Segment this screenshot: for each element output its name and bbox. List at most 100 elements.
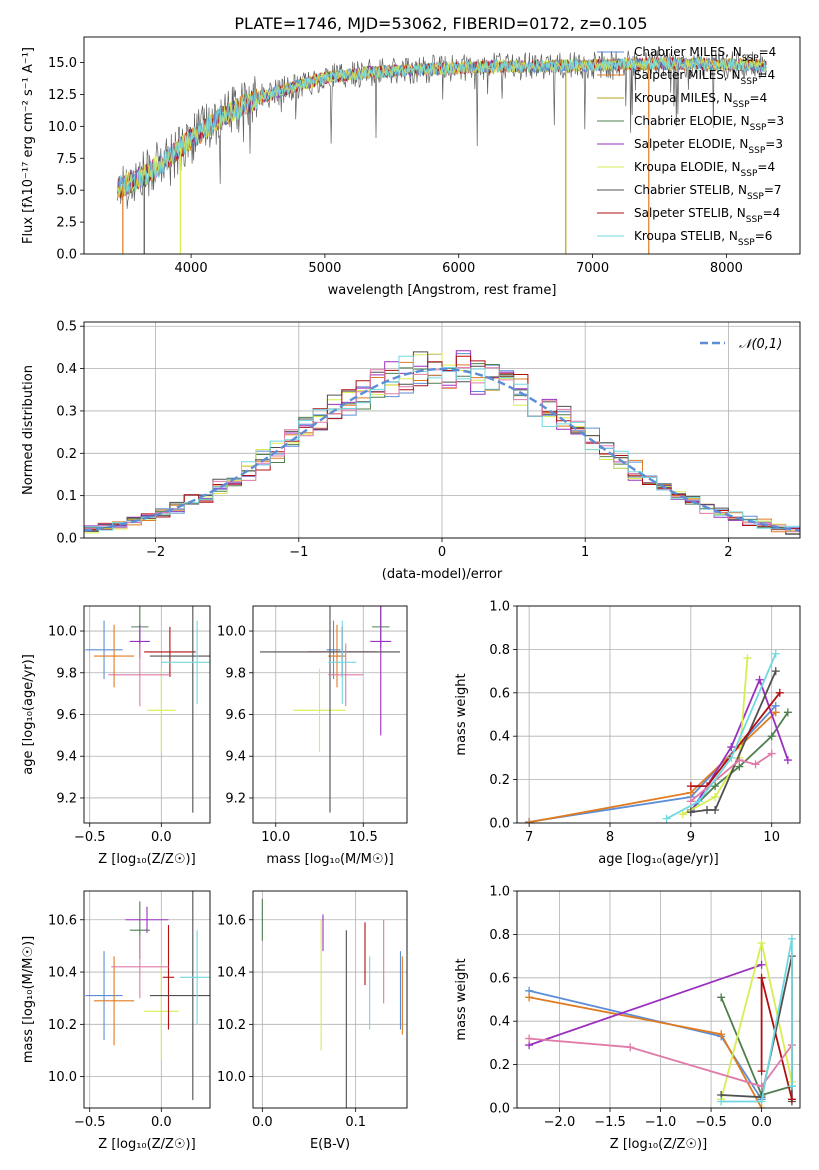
plus-marker [775, 688, 784, 697]
y-tick-label: 15.0 [48, 56, 77, 71]
legend-count: =6 [755, 229, 773, 243]
legend-subscript: SSP [741, 77, 758, 87]
y-axis-label: age [log₁₀(age/yr)] [21, 654, 36, 775]
y-tick-label: 10.2 [48, 1018, 77, 1033]
plot-frame [83, 890, 211, 1109]
y-tick-label: 9.6 [225, 708, 246, 723]
x-tick-label: 10.5 [349, 830, 378, 845]
plus-marker [711, 805, 720, 814]
x-axis-label: mass [log₁₀(M/M☉)] [266, 852, 393, 867]
mass-weight-line [528, 996, 763, 1108]
y-tick-label: 10.4 [48, 966, 77, 981]
plus-marker [757, 939, 766, 948]
mass-weight-line [529, 1037, 793, 1088]
legend-name: Kroupa STELIB, N [634, 229, 738, 243]
y-tick-label: 0.2 [489, 1058, 510, 1073]
histogram-step [84, 353, 800, 534]
x-tick-label: −0.5 [74, 1115, 106, 1130]
x-tick-label: 5000 [308, 261, 341, 276]
spectrum-lines [117, 50, 767, 254]
y-tick-label: 0.0 [489, 817, 510, 832]
plus-marker [783, 756, 792, 765]
plus-marker [727, 743, 736, 752]
plus-marker [717, 1097, 726, 1106]
x-tick-label: 9 [687, 830, 695, 845]
x-tick-label: 2 [724, 545, 732, 560]
y-tick-label: 0.8 [489, 643, 510, 658]
x-tick-label: 0.0 [751, 1115, 772, 1130]
histogram-step [84, 367, 800, 533]
y-tick-label: 0.1 [56, 489, 77, 504]
legend-count: =3 [766, 114, 784, 128]
legend-subscript: SSP [750, 123, 767, 133]
histograms [84, 350, 800, 535]
y-tick-label: 10.0 [48, 120, 77, 135]
x-tick-label: 8 [606, 830, 614, 845]
plot-frame [252, 890, 408, 1109]
legend-count: =4 [757, 160, 775, 174]
legend-label: Kroupa MILES, NSSP=4 [634, 91, 767, 110]
y-tick-label: 0.0 [56, 532, 77, 547]
lines-massweight-vs-Z [525, 934, 796, 1108]
errorbars-age-vs-mass [260, 606, 400, 813]
plus-marker [735, 756, 744, 765]
y-tick-label: 9.2 [56, 791, 77, 806]
plus-marker [757, 1067, 766, 1076]
x-tick-label: 0 [438, 545, 446, 560]
x-axis-label: Z [log₁₀(Z/Z☉)] [98, 852, 195, 867]
errorbars-age-vs-Z [85, 606, 210, 813]
plus-marker [525, 818, 534, 823]
x-tick-label: 10 [763, 830, 780, 845]
legend-count: =3 [765, 137, 783, 151]
x-tick-label: −1 [289, 545, 308, 560]
plus-marker [686, 782, 695, 791]
y-tick-label: 2.5 [56, 216, 77, 231]
legend-label: Salpeter ELODIE, NSSP=3 [634, 137, 783, 156]
plus-marker [751, 760, 760, 769]
axes-age-vs-Z: −0.5 0.0 9.2 9.4 9.6 9.8 10.0 Z [log₁₀(Z/Z☉)] ag… [21, 606, 210, 867]
x-tick-label: 6000 [442, 261, 475, 276]
legend-name: Kroupa MILES, N [634, 91, 733, 105]
legend-count: =4 [757, 68, 775, 82]
legend-count: =7 [764, 183, 782, 197]
plot-frame [83, 321, 801, 539]
mass-weight-line [528, 963, 762, 1046]
y-tick-label: 10.6 [217, 913, 246, 928]
mass-weight-line [666, 653, 777, 820]
y-tick-label: 1.0 [489, 885, 510, 900]
plus-marker [686, 808, 695, 817]
plot-frame [516, 605, 801, 824]
y-tick-label: 12.5 [48, 88, 77, 103]
plus-marker [678, 810, 687, 819]
y-tick-label: 0.0 [56, 248, 77, 263]
y-tick-label: 0.2 [489, 773, 510, 788]
x-tick-label: 7000 [576, 261, 609, 276]
y-tick-label: 0.4 [489, 730, 510, 745]
plus-marker [757, 960, 766, 969]
y-axis-label: Flux [fλ10⁻¹⁷ erg cm⁻² s⁻¹ A⁻¹] [21, 47, 36, 244]
plus-marker [717, 1030, 726, 1039]
axes-residuals: −2 −1 0 1 2 0.0 0.1 0.2 0.3 0.4 0.5 (data-model)/er… [21, 320, 800, 582]
plus-marker [767, 732, 776, 741]
errorbars-mass-vs-ebv [261, 898, 403, 1108]
legend-subscript: SSP [738, 238, 755, 248]
y-axis-label: mass [log₁₀(M/M☉)] [21, 936, 36, 1063]
y-tick-label: 9.8 [56, 666, 77, 681]
plus-marker [525, 1034, 534, 1043]
x-tick-label: 4000 [175, 261, 208, 276]
y-tick-label: 9.4 [56, 750, 77, 765]
plus-marker [626, 1043, 635, 1052]
legend-subscript: SSP [742, 54, 759, 64]
plot-frame [83, 605, 211, 824]
axes-massweight-vs-Z: −2.0 −1.5 −1.0 −0.5 0.0 0.0 0.2 0.4 0.6 0.8 1.0 Z [… [454, 885, 800, 1152]
legend-name: Salpeter MILES, N [634, 68, 741, 82]
plus-marker [743, 654, 752, 663]
gaussian-legend: 𝒩(0,1) [700, 337, 782, 352]
y-tick-label: 9.6 [56, 708, 77, 723]
axes-mass-vs-Z: −0.5 0.0 10.0 10.2 10.4 10.6 Z [log₁₀(Z/Z☉)] ma… [21, 891, 210, 1152]
legend-label: Chabrier MILES, NSSP=4 [634, 45, 776, 64]
plus-marker [767, 749, 776, 758]
plus-marker [771, 667, 780, 676]
x-tick-label: −2.0 [544, 1115, 576, 1130]
